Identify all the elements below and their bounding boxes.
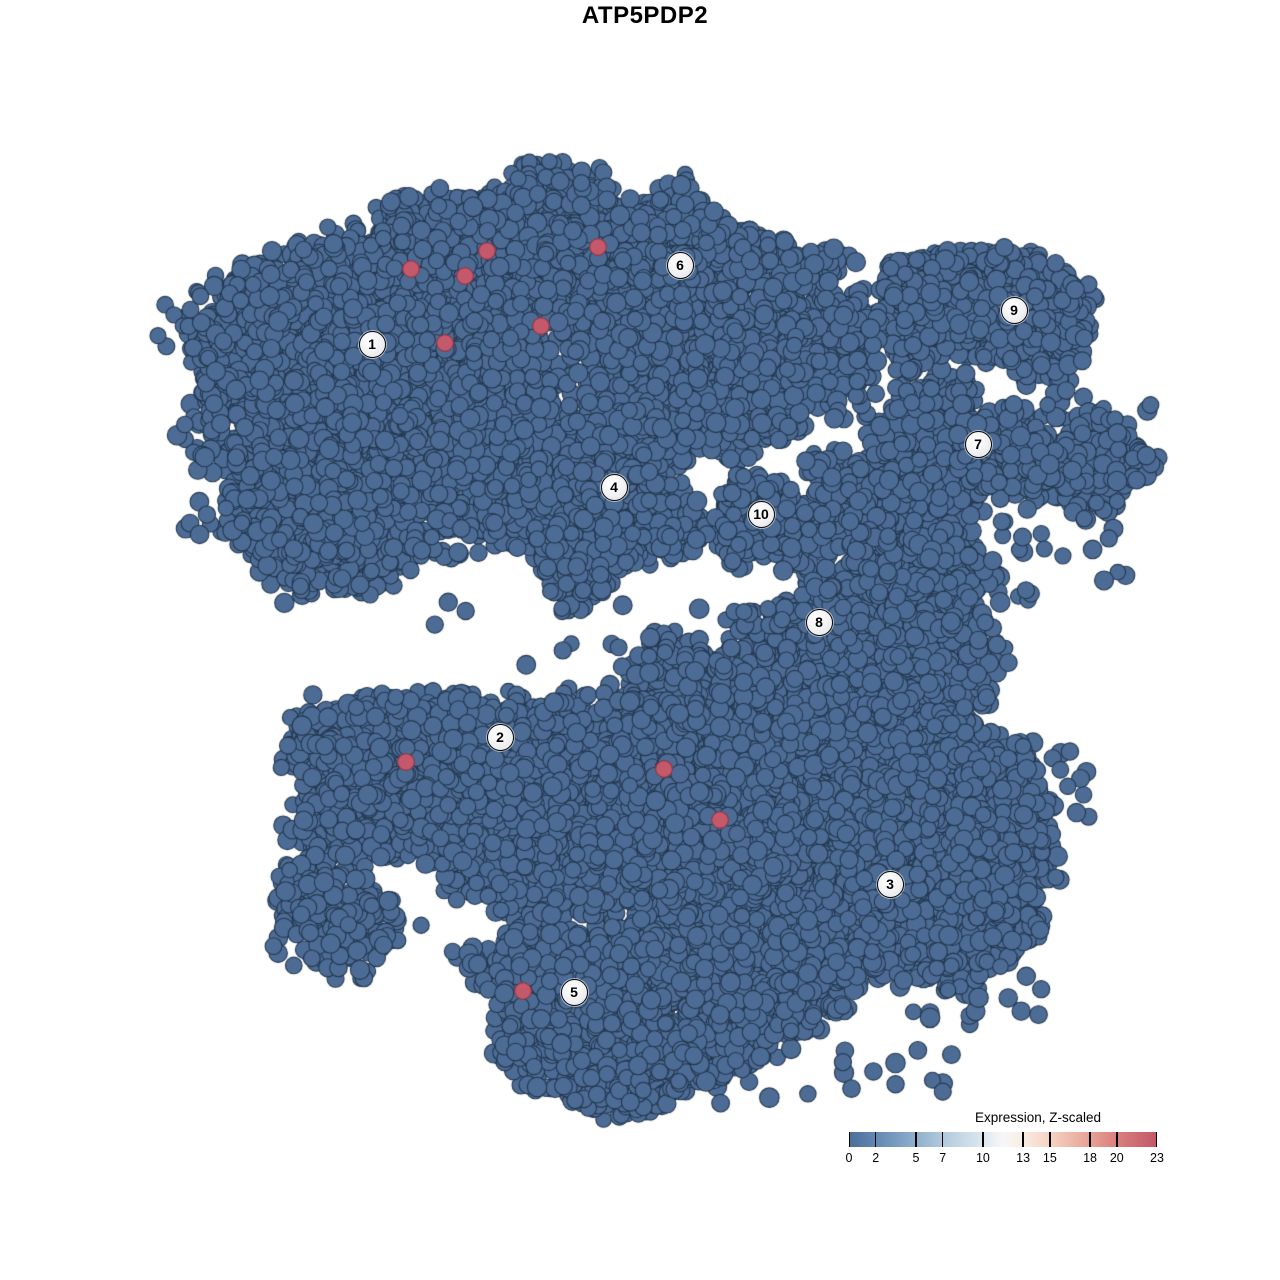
legend-tick-label: 2 [872,1151,880,1165]
legend-tick-mark [982,1132,984,1147]
legend-tick-mark [875,1132,877,1147]
legend-tick-label: 18 [1083,1151,1097,1165]
cluster-label-badge-4: 4 [600,473,628,501]
legend-tick-label: 13 [1016,1151,1031,1165]
cluster-label-badge-2: 2 [486,723,514,751]
legend-tick-mark [915,1132,917,1147]
cluster-label-badge-9: 9 [1000,296,1028,324]
legend-tick-label: 10 [975,1151,990,1165]
cluster-label-badge-10: 10 [747,500,775,528]
legend-tick-label: 7 [939,1151,947,1165]
legend-title: Expression, Z-scaled [974,1110,1102,1125]
legend-tick-mark [1116,1132,1118,1147]
legend-tick-label: 15 [1042,1151,1057,1165]
legend-tick-mark [942,1132,944,1147]
legend-tick-mark [1022,1132,1024,1147]
legend-tick-mark [849,1132,851,1147]
legend-tick-mark [1089,1132,1091,1147]
cluster-label-badge-3: 3 [876,870,904,898]
legend-tick-mark [1049,1132,1051,1147]
legend-tick-label: 20 [1109,1151,1124,1165]
legend-tick-mark [1155,1132,1157,1147]
legend-gradient-bar [849,1132,1157,1147]
cluster-label-badge-6: 6 [666,251,694,279]
legend-tick-label: 5 [912,1151,920,1165]
cluster-label-badge-1: 1 [358,330,386,358]
cluster-label-badge-5: 5 [560,978,588,1006]
expression-legend: Expression, Z-scaled 0 2 5 7 10 13 15 18 20 23 [846,1110,1164,1170]
cluster-label-badge-7: 7 [964,430,992,458]
legend-tick-label: 0 [845,1151,853,1165]
legend-tick-label: 23 [1150,1151,1164,1165]
cluster-label-badge-8: 8 [805,608,833,636]
